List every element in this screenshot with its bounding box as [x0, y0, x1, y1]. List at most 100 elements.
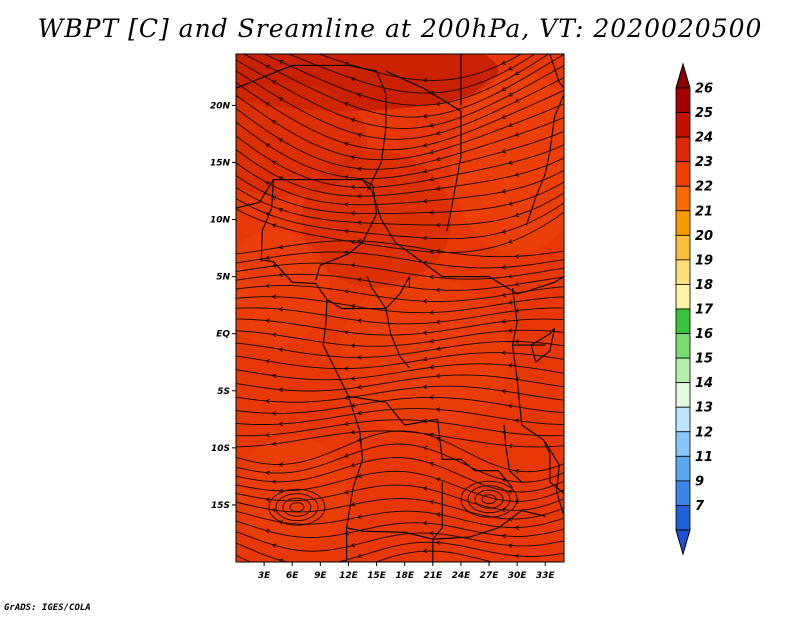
streamline-arrow — [501, 148, 507, 154]
streamline-arrows — [265, 35, 520, 562]
streamline-arrow — [429, 210, 434, 215]
streamline — [236, 352, 564, 370]
streamline-arrow — [265, 398, 270, 404]
streamline — [236, 541, 564, 562]
streamline — [236, 341, 564, 358]
streamline-arrow — [507, 201, 513, 206]
streamline — [236, 396, 564, 414]
streamline-arrow — [429, 149, 435, 155]
streamline-arrow — [271, 373, 277, 379]
streamline — [236, 70, 564, 140]
streamline-arrow — [501, 533, 507, 539]
streamline-arrow — [265, 497, 270, 502]
streamline-arrow — [429, 432, 434, 438]
lat-tick-label: 5N — [216, 273, 230, 283]
streamline-arrow — [514, 98, 520, 103]
streamline-arrow — [271, 332, 277, 338]
lon-tick-label: 9E — [314, 571, 327, 581]
eddy-streamline — [474, 489, 504, 509]
wbpt-shading-patch — [236, 436, 349, 551]
streamline — [236, 285, 564, 302]
streamline-arrow — [265, 283, 270, 289]
streamline — [317, 54, 522, 81]
streamline — [236, 82, 564, 151]
streamline-arrow — [501, 507, 507, 513]
streamline — [236, 385, 564, 403]
streamline-arrow — [343, 395, 349, 401]
streamline-arrow — [422, 235, 428, 241]
streamline — [236, 408, 564, 425]
streamline-arrow — [429, 176, 434, 182]
streamline-arrow — [429, 338, 434, 344]
streamline-arrow — [422, 548, 428, 554]
streamline-arrow — [278, 347, 284, 352]
streamline — [236, 470, 564, 502]
streamline — [236, 107, 564, 170]
country-border — [315, 179, 378, 281]
colorbar-bottom-arrow — [675, 529, 691, 556]
map-frame — [235, 53, 565, 563]
streamline-arrow — [422, 445, 428, 451]
streamline-arrow — [343, 453, 349, 458]
lat-tick-label: 15N — [210, 158, 231, 168]
streamline-arrow — [507, 543, 513, 548]
wbpt-shading-patch — [339, 276, 508, 437]
colorbar-swatch — [675, 259, 691, 285]
streamline-arrow — [435, 540, 441, 545]
colorbar-swatch — [675, 185, 691, 212]
streamline — [236, 443, 564, 483]
streamline-arrow — [422, 330, 428, 336]
lon-tick-label: 12E — [339, 571, 359, 581]
streamline-arrow — [265, 212, 271, 217]
streamline — [236, 162, 564, 206]
eddy-streamline — [282, 497, 312, 517]
country-border — [470, 510, 546, 538]
streamline — [242, 54, 564, 118]
streamline-arrow — [266, 35, 270, 39]
streamline-arrow — [429, 499, 434, 505]
lon-tick-label: 27E — [480, 571, 500, 581]
streamline-arrow — [343, 61, 349, 66]
streamline — [263, 54, 550, 106]
streamline-arrow — [350, 118, 356, 123]
streamline-arrow — [350, 376, 356, 381]
colorbar-swatch — [675, 87, 691, 113]
streamline-arrow — [501, 318, 507, 324]
colorbar-top-arrow — [675, 62, 691, 89]
eddy-streamline — [268, 488, 326, 526]
colorbar-swatch — [675, 480, 691, 506]
streamline-arrow — [422, 198, 428, 204]
streamline-arrow — [271, 294, 277, 300]
streamline-arrow — [265, 470, 270, 476]
streamline-arrow — [435, 156, 441, 162]
streamline-arrow — [356, 220, 362, 226]
streamline — [236, 121, 564, 180]
colorbar-label: 17 — [695, 303, 714, 318]
streamline — [236, 520, 564, 538]
streamline-arrow — [435, 222, 441, 228]
streamline-arrow — [501, 229, 507, 234]
streamline-arrow — [265, 102, 271, 107]
lat-tick-label: 10N — [210, 216, 231, 226]
country-border — [530, 327, 556, 364]
streamline-arrow — [271, 120, 277, 125]
streamline-arrow — [507, 443, 513, 449]
streamline-arrow — [278, 462, 283, 467]
streamline — [236, 251, 564, 269]
colorbar-label: 23 — [695, 155, 713, 170]
streamline — [236, 174, 564, 215]
streamline-arrow — [343, 202, 349, 207]
country-border — [348, 395, 513, 489]
streamline-arrow — [356, 166, 362, 172]
streamline-arrow — [350, 343, 356, 348]
streamline-arrow — [265, 318, 270, 324]
streamline-arrow — [422, 168, 428, 174]
streamline-arrow — [501, 388, 507, 394]
streamline-arrow — [278, 207, 284, 213]
streamline-arrow — [271, 263, 277, 268]
streamline-arrow — [501, 292, 507, 298]
streamline-arrow — [507, 122, 513, 127]
lat-tick-label: 15S — [211, 501, 230, 511]
streamline-arrow — [435, 319, 441, 325]
lat-tick-label: EQ — [216, 330, 230, 340]
